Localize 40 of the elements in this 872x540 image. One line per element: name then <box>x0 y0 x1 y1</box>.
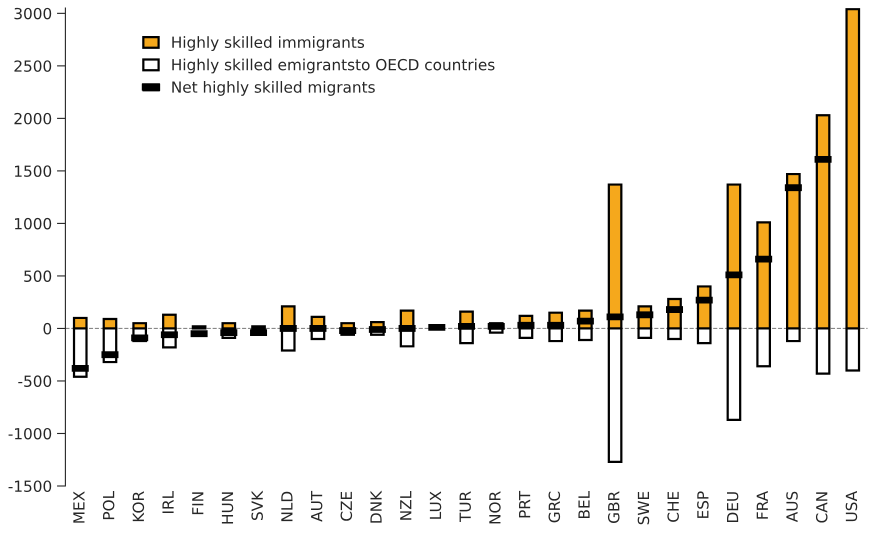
x-tick-label: CAN <box>816 492 828 523</box>
legend-label: Net highly skilled migrants <box>172 81 375 96</box>
x-tick-label: LUX <box>430 491 442 519</box>
x-tick-label: HUN <box>222 492 234 524</box>
y-tick-label: 1000 <box>15 218 52 230</box>
y-tick-label: 500 <box>24 270 52 282</box>
legend-label: Highly skilled immigrants <box>172 36 364 51</box>
x-tick-label: CHE <box>667 492 679 522</box>
x-tick-label: GRC <box>548 492 560 522</box>
x-tick-label: SVK <box>251 490 263 520</box>
x-tick-label: DEU <box>727 492 738 522</box>
y-tick-label: -500 <box>18 375 52 387</box>
y-tick-label: -1500 <box>8 480 52 492</box>
x-tick-label: DNK <box>370 490 382 523</box>
x-tick-label: SWE <box>638 492 650 524</box>
x-tick-label: FIN <box>192 492 204 514</box>
x-tick-label: MEX <box>73 491 84 523</box>
y-tick-label: 2000 <box>14 112 52 124</box>
x-tick-label: NLD <box>281 492 292 522</box>
x-tick-label: NZL <box>400 490 412 520</box>
x-tick-label: TUR <box>460 491 471 522</box>
x-tick-label: ESP <box>697 491 709 518</box>
x-tick-label: NOR <box>489 491 501 524</box>
x-tick-label: KOR <box>132 491 144 522</box>
y-tick-label: 3000 <box>14 8 52 20</box>
y-tick-label: 0 <box>43 322 52 334</box>
x-tick-label: AUT <box>311 490 322 522</box>
x-tick-label: IRL <box>162 490 174 513</box>
x-tick-label: GBR <box>608 491 620 523</box>
x-tick-label: POL <box>102 490 114 520</box>
y-tick-label: 2500 <box>14 60 52 72</box>
legend-label: Highly skilled emigrantsto OECD countries <box>172 58 494 74</box>
y-tick-label: 1500 <box>15 165 52 177</box>
x-tick-label: USA <box>846 490 858 522</box>
x-tick-label: BEL <box>578 490 590 518</box>
x-tick-label: FRA <box>756 490 768 519</box>
y-tick-label: -1000 <box>8 428 52 440</box>
x-tick-label: AUS <box>786 492 798 522</box>
x-tick-label: CZE <box>340 492 352 521</box>
x-tick-label: PRT <box>519 490 530 518</box>
